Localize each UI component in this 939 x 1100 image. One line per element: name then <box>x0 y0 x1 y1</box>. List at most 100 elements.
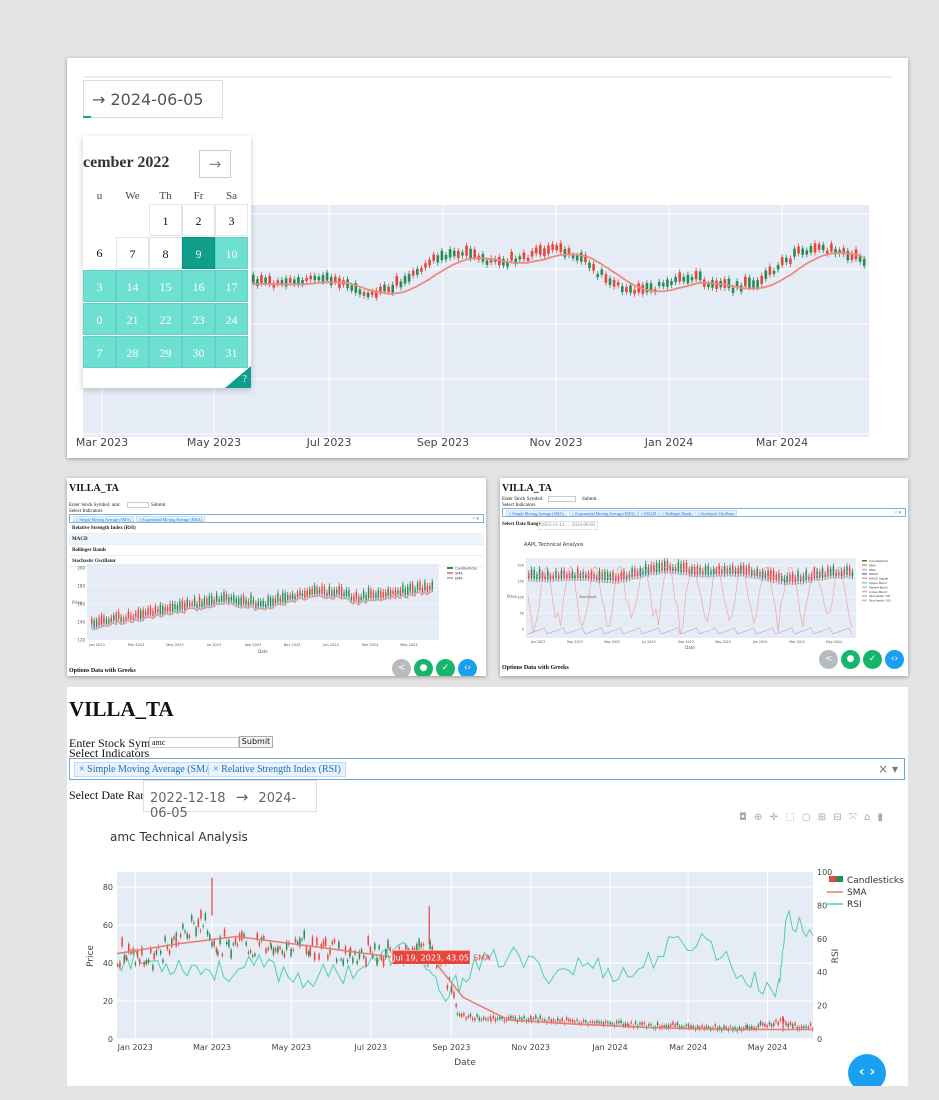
candle <box>389 947 391 952</box>
candle <box>301 279 304 285</box>
plot-modebar[interactable]: ◘ ⊕ ✛ ⬚ ○ ⊞ ⊟ ⤧ ⌂ ▮ <box>739 812 886 823</box>
tag-ema[interactable]: × Exponential Moving Average (EMA) <box>569 510 638 516</box>
tag-macd[interactable]: × MACD <box>638 510 660 516</box>
dropdown-clear-icon[interactable]: × ▾ <box>894 511 901 516</box>
user-icon[interactable]: ● <box>841 650 860 669</box>
share-icon[interactable]: < <box>392 659 411 676</box>
submit-button[interactable]: Submit <box>239 736 273 748</box>
candle <box>608 278 612 285</box>
dropdown-clear-icon[interactable]: × ▾ <box>472 517 479 522</box>
candle <box>436 255 440 263</box>
x-tick-label: May 2023 <box>166 643 183 647</box>
option-macd[interactable]: MACD <box>69 534 484 545</box>
dropdown-clear-icon[interactable]: × ▾ <box>878 762 898 776</box>
calendar-day[interactable] <box>83 204 116 236</box>
calendar-day[interactable]: 3 <box>83 270 116 302</box>
candle <box>139 959 141 965</box>
indicators-dropdown[interactable]: × Simple Moving Average (SMA) × Exponent… <box>502 508 906 517</box>
candle <box>797 571 799 582</box>
date-range-end-field[interactable]: → 2024-06-05 <box>83 80 223 118</box>
candle <box>690 277 694 281</box>
calendar-day[interactable]: 0 <box>83 303 116 335</box>
calendar-day[interactable]: 24 <box>215 303 248 335</box>
candle <box>604 1021 607 1023</box>
candle <box>119 961 121 968</box>
calendar-day[interactable]: 28 <box>116 336 149 368</box>
user-icon[interactable]: ● <box>414 659 433 676</box>
calendar-day[interactable]: 2 <box>182 204 215 236</box>
tag-ema[interactable]: × Exponential Moving Average (EMA) <box>136 516 205 522</box>
submit-button[interactable]: Submit <box>582 497 597 502</box>
candle <box>366 292 370 298</box>
calendar-day[interactable]: 16 <box>182 270 215 302</box>
candle <box>740 565 742 574</box>
calendar-day[interactable]: 7 <box>116 237 149 269</box>
candle <box>800 1025 803 1029</box>
candle <box>590 571 593 580</box>
date-start[interactable]: 2022-12-18 <box>150 791 226 806</box>
candle <box>323 587 326 596</box>
calendar-day[interactable]: 22 <box>149 303 182 335</box>
ema-line <box>90 590 432 629</box>
candle <box>746 1025 749 1029</box>
candle <box>560 570 563 579</box>
share-icon[interactable]: < <box>819 650 838 669</box>
indicators-label: Select Indicators <box>502 503 536 508</box>
calendar-day[interactable]: 15 <box>149 270 182 302</box>
indicators-dropdown[interactable]: × Simple Moving Average (SMA) × Relative… <box>69 758 905 780</box>
candle <box>91 619 93 625</box>
check-icon[interactable]: ✓ <box>863 650 882 669</box>
calendar-day[interactable]: 3 <box>215 204 248 236</box>
calendar-day[interactable]: 7 <box>83 336 116 368</box>
calendar-day[interactable]: 8 <box>149 237 182 269</box>
candle <box>669 565 671 571</box>
candle <box>842 248 845 255</box>
date-range-label: Select Date Range <box>69 788 158 802</box>
tag-sma[interactable]: × Simple Moving Average (SMA) <box>506 510 567 516</box>
tag-rsi[interactable]: × Relative Strength Index (RSI) <box>208 762 346 777</box>
code-icon[interactable]: ‹› <box>885 650 904 669</box>
calendar-day[interactable]: 17 <box>215 270 248 302</box>
indicators-dropdown[interactable]: × Simple Moving Average (SMA) × Exponent… <box>69 514 484 523</box>
symbol-input[interactable] <box>548 496 576 502</box>
candle <box>650 1023 652 1026</box>
calendar-day[interactable]: 10 <box>215 237 248 269</box>
candle <box>267 596 269 606</box>
calendar-day[interactable]: 23 <box>182 303 215 335</box>
calendar-day[interactable]: 6 <box>96 246 103 260</box>
calendar-day[interactable]: 9 <box>182 237 215 269</box>
calendar-day[interactable]: 14 <box>116 270 149 302</box>
legend-swatch <box>447 577 453 579</box>
date-range-picker[interactable]: 2022-12-18 → 2024-06-05 <box>143 780 317 821</box>
check-icon[interactable]: ✓ <box>436 659 455 676</box>
calendar-day[interactable]: 29 <box>149 336 182 368</box>
x-tick-label: Jan 2023 <box>88 643 104 647</box>
candle <box>469 1014 472 1017</box>
tag-bollinger[interactable]: × Bollinger Bands <box>659 510 695 516</box>
tag-sma[interactable]: × Simple Moving Average (SMA) <box>74 762 221 777</box>
next-month-button[interactable]: → <box>199 150 231 178</box>
legend-swatch <box>862 599 867 602</box>
tag-stochastic[interactable]: × Stochastic Oscillator <box>695 510 738 516</box>
code-toggle-button[interactable]: ‹ › <box>848 1054 886 1086</box>
candle <box>571 1020 574 1023</box>
submit-button[interactable]: Submit <box>151 503 166 508</box>
candle <box>544 575 546 580</box>
calendar-day[interactable]: 1 <box>149 204 182 236</box>
date-range-field[interactable]: 2022-12-12 → 2024-06-05 <box>538 521 599 530</box>
calendar-day[interactable]: 31 <box>215 336 248 368</box>
calendar-day[interactable] <box>116 204 149 236</box>
symbol-input[interactable] <box>127 502 149 508</box>
calendar-help-icon[interactable]: ? <box>225 366 251 388</box>
calendar-day[interactable]: 21 <box>116 303 149 335</box>
option-bollinger[interactable]: Bollinger Bands <box>69 545 484 556</box>
calendar-day[interactable]: 30 <box>182 336 215 368</box>
candle <box>507 1016 510 1019</box>
candle <box>634 1021 637 1024</box>
symbol-input[interactable]: amc <box>149 737 239 748</box>
candle <box>117 964 119 966</box>
code-icon[interactable]: ‹› <box>458 659 477 676</box>
date-end[interactable]: 2024-06-05 <box>150 791 297 821</box>
option-rsi[interactable]: Relative Strength Index (RSI) <box>69 523 484 534</box>
tag-sma[interactable]: × Simple Moving Average (SMA) <box>73 516 134 522</box>
